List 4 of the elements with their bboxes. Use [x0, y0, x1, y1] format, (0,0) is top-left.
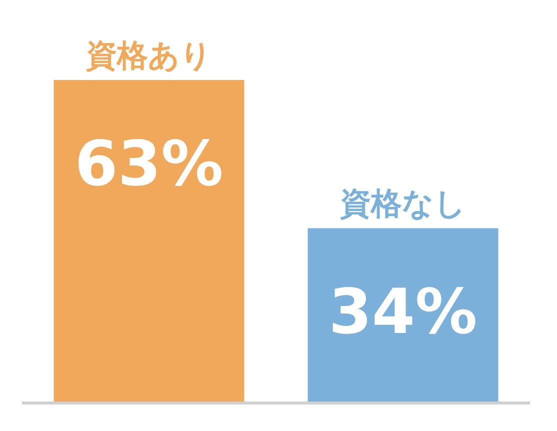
- data-label: 34%: [328, 275, 478, 348]
- x-tick-label: 資格なし: [339, 186, 466, 222]
- x-tick-label: 資格あり: [85, 38, 212, 74]
- data-label: 63%: [74, 127, 224, 200]
